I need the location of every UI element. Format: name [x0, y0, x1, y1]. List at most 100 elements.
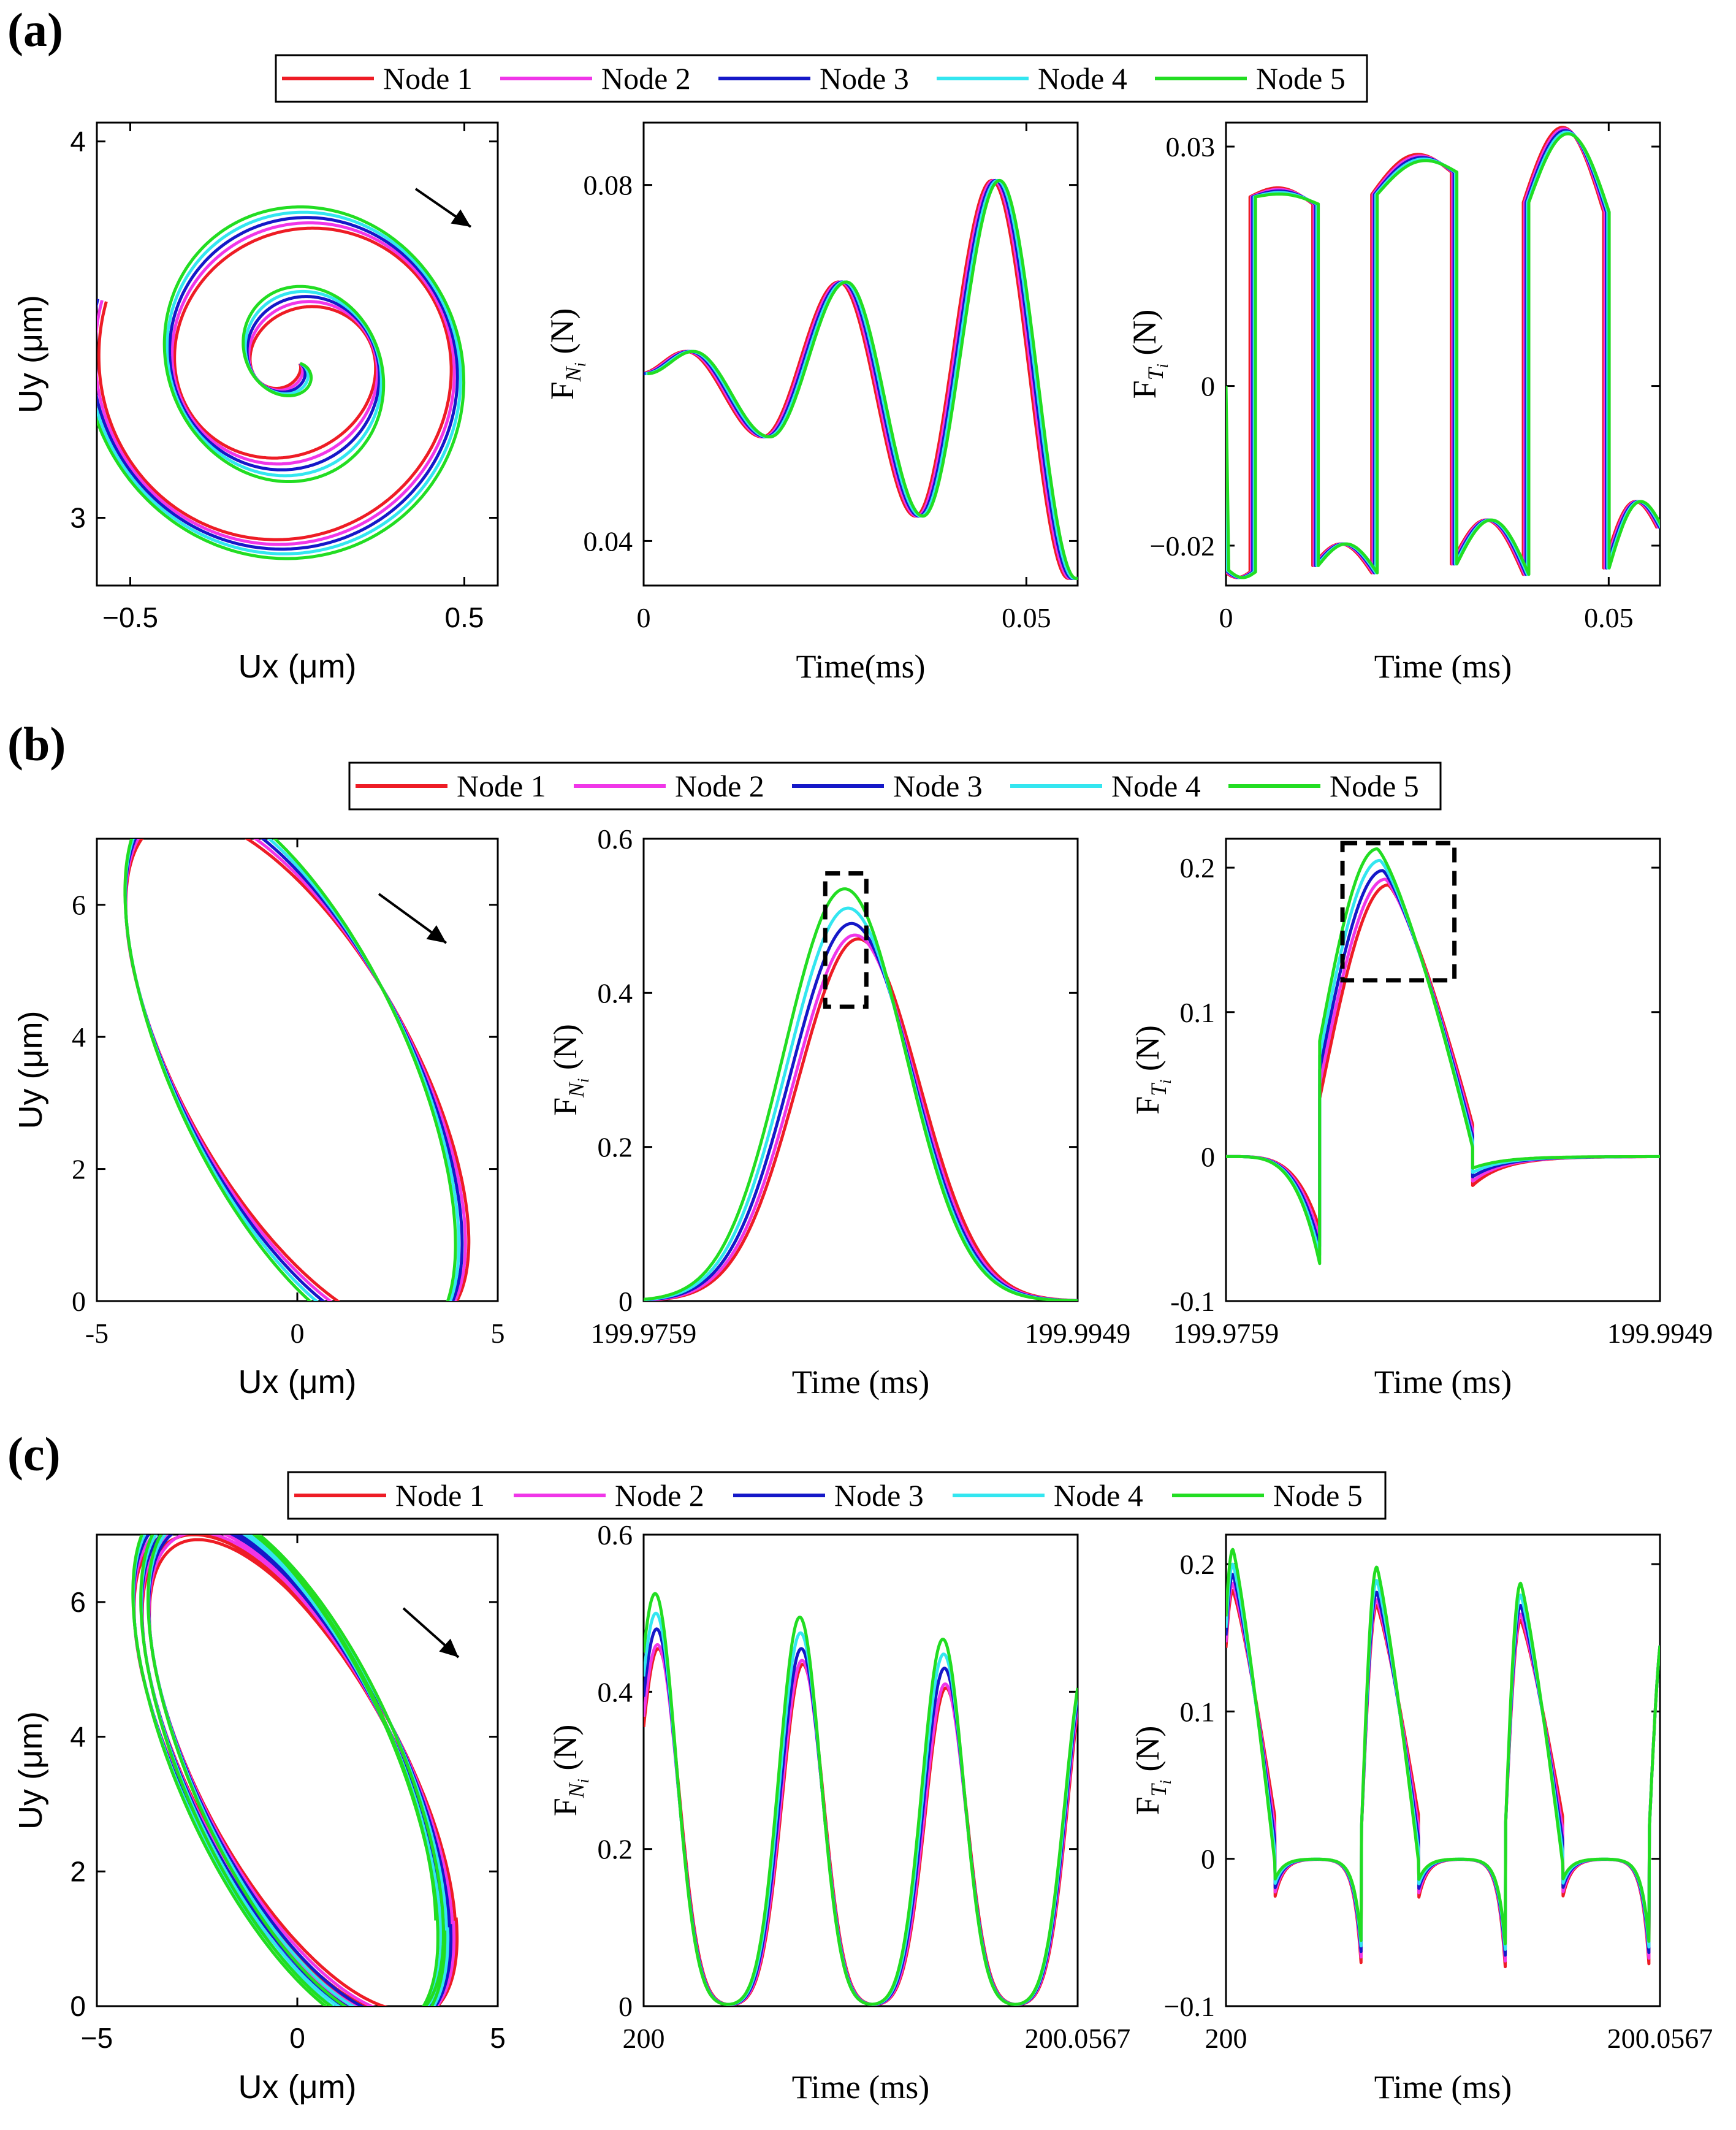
panel-label: (b) [7, 717, 66, 771]
legend-entry: Node 4 [1038, 61, 1127, 96]
x-tick-label: 0.05 [1002, 602, 1051, 633]
x-tick-label: 200.0567 [1025, 2023, 1131, 2054]
legend: Node 1 Node 2 Node 3 Node 4 Node 5 [275, 54, 1368, 103]
legend: Node 1 Node 2 Node 3 Node 4 Node 5 [348, 762, 1442, 811]
x-axis-label: Time (ms) [792, 1364, 930, 1400]
plot-frame [1225, 121, 1661, 587]
plot-frame [642, 838, 1079, 1302]
zoom-box [823, 871, 869, 1009]
orbit-plot [123, 839, 471, 1301]
legend-entry: Node 5 [1330, 769, 1419, 803]
series-line-node-4 [1226, 131, 1660, 579]
y-axis-label: FTi (N) [1126, 310, 1171, 399]
y-tick-label: 2 [70, 1855, 86, 1887]
series-line-node-3 [644, 1627, 1078, 2006]
x-tick-label: -5 [85, 1318, 108, 1349]
y-tick-label: 0.04 [584, 525, 633, 557]
series-line-node-4 [1226, 858, 1660, 1257]
y-tick-label: 0 [70, 1990, 86, 2022]
x-tick-label: 0.5 [445, 601, 484, 633]
direction-arrow [414, 188, 472, 228]
x-axis-label: Ux (μm) [238, 648, 356, 685]
legend-entry: Node 5 [1273, 1478, 1363, 1513]
x-tick-label: 5 [490, 2022, 506, 2054]
legend-entry: Node 2 [615, 1478, 704, 1513]
y-tick-label: 0.2 [598, 1834, 633, 1865]
x-tick-label: 200 [623, 2023, 665, 2054]
series-line-node-1 [644, 937, 1078, 1301]
line-plot [1226, 847, 1660, 1265]
x-tick-label: 200 [1205, 2023, 1247, 2054]
legend-entry: Node 3 [820, 61, 909, 96]
y-tick-label: 3 [70, 502, 86, 534]
line-plot [644, 178, 1078, 580]
legend-entry: Node 5 [1256, 61, 1346, 96]
x-axis-label: Time (ms) [1374, 648, 1512, 685]
y-axis-label: FNi (N) [544, 308, 589, 400]
line-plot [1226, 1548, 1660, 1969]
zoom-box [1340, 841, 1457, 983]
x-tick-label: 199.9949 [1025, 1318, 1131, 1349]
axes: 200 200.0567 −0.1 0 0.1 0.2 Time (ms) FTi (N) [1129, 1533, 1713, 2105]
y-tick-label: 0 [72, 1286, 86, 1317]
y-axis-label: FNi (N) [547, 1725, 592, 1817]
plot-frame [96, 121, 499, 587]
x-axis-label: Time (ms) [1374, 1364, 1512, 1400]
x-tick-label: 5 [491, 1318, 505, 1349]
y-tick-label: 0.1 [1180, 1696, 1216, 1727]
y-axis-label: Uy (μm) [12, 1010, 49, 1129]
y-tick-label: 0.08 [584, 170, 633, 201]
x-axis-label: Time(ms) [796, 648, 925, 685]
series-line-node-1 [124, 839, 471, 1301]
y-tick-label: 4 [72, 1021, 86, 1053]
x-tick-label: 0.05 [1584, 602, 1634, 633]
x-axis-label: Ux (μm) [238, 1364, 356, 1400]
series-line-node-4 [1226, 1562, 1660, 1951]
x-tick-label: 0 [291, 1318, 305, 1349]
y-tick-label: 0.2 [1180, 852, 1216, 884]
series-line-node-4 [644, 906, 1078, 1301]
line-plot [644, 887, 1078, 1301]
plot-frame [1225, 1533, 1661, 2007]
series-line-node-2 [1226, 1581, 1660, 1963]
series-line-node-3 [644, 178, 1078, 580]
plot-frame [642, 121, 1079, 587]
series-line-node-2 [644, 933, 1078, 1301]
series-line-node-1 [1226, 1589, 1660, 1969]
y-tick-label: −0.02 [1150, 530, 1215, 562]
direction-arrow [378, 893, 447, 944]
series-line-node-5 [646, 178, 1078, 580]
y-tick-label: 0.2 [1180, 1549, 1216, 1580]
y-tick-label: 4 [70, 1721, 86, 1753]
y-tick-label: 0 [619, 1991, 633, 2022]
x-axis-label: Time (ms) [1374, 2069, 1512, 2105]
series-line-node-3 [1226, 129, 1660, 579]
y-tick-label: 0 [1201, 371, 1215, 402]
plot-frame [96, 838, 499, 1302]
series-line-node-3 [1226, 869, 1660, 1248]
x-tick-label: −5 [81, 2022, 113, 2054]
legend-entry: Node 1 [395, 1478, 485, 1513]
direction-arrow [402, 1607, 460, 1659]
y-tick-label: 0 [1201, 1141, 1215, 1172]
x-tick-label: 0 [1219, 602, 1233, 633]
legend-entry: Node 3 [834, 1478, 924, 1513]
y-tick-label: 6 [70, 1586, 86, 1618]
x-tick-label: 0 [637, 602, 651, 633]
series-line-node-5 [131, 1535, 447, 2006]
legend-entry: Node 4 [1111, 769, 1201, 803]
series-line-node-2 [644, 178, 1077, 580]
series-line-node-3 [124, 839, 464, 1301]
y-tick-label: 0.1 [1180, 997, 1216, 1028]
series-line-node-5 [1226, 847, 1660, 1265]
y-tick-label: 4 [70, 126, 86, 158]
y-tick-label: 0.6 [598, 823, 633, 855]
legend: Node 1 Node 2 Node 3 Node 4 Node 5 [287, 1471, 1387, 1520]
plot-frame [1225, 838, 1661, 1302]
x-axis-label: Time (ms) [792, 2069, 930, 2105]
axes: 200 200.0567 0 0.2 0.4 0.6 Time (ms) FNi (N) [547, 1519, 1130, 2105]
axes: 0 0.05 −0.02 0 0.03 Time (ms) FTi (N) [1126, 121, 1661, 685]
